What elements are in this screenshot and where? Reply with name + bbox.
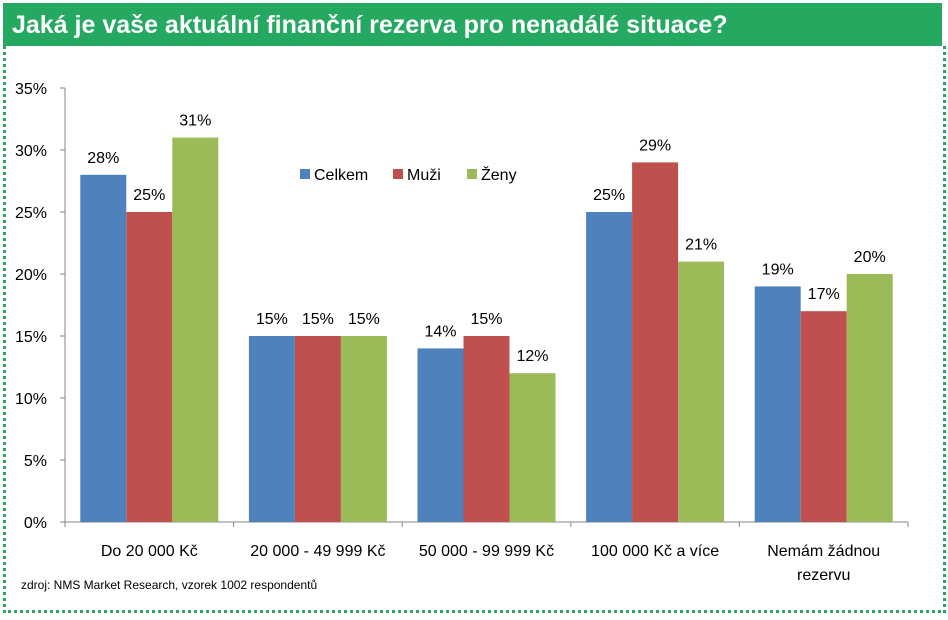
y-tick-label: 0% [24, 515, 47, 532]
data-label: 29% [639, 137, 671, 154]
category-label: Do 20 000 Kč [101, 543, 198, 560]
data-label: 31% [179, 113, 211, 130]
legend-label: Ženy [481, 165, 517, 184]
bar-muži [294, 336, 341, 522]
bar-muži [800, 311, 847, 522]
data-label: 15% [302, 311, 334, 328]
legend-label: Celkem [314, 167, 368, 184]
bar-ženy [172, 137, 219, 522]
data-label: 15% [256, 311, 288, 328]
bar-celkem [586, 212, 633, 522]
y-tick-label: 25% [15, 205, 47, 222]
y-tick-label: 35% [15, 81, 47, 98]
category-label: 100 000 Kč a více [591, 543, 719, 560]
y-tick-label: 20% [15, 267, 47, 284]
data-label: 15% [348, 311, 380, 328]
chart-frame [3, 46, 946, 613]
data-label: 25% [133, 187, 165, 204]
data-label: 28% [87, 150, 119, 167]
bar-ženy [678, 261, 725, 522]
y-tick-label: 5% [24, 453, 47, 470]
bar-celkem [417, 348, 464, 522]
bar-celkem [754, 286, 801, 522]
data-label: 12% [516, 348, 548, 365]
bar-ženy [846, 274, 893, 522]
bar-ženy [340, 336, 387, 522]
data-label: 20% [854, 249, 886, 266]
legend-label: Muži [407, 167, 441, 184]
legend-swatch [393, 169, 403, 179]
bar-muži [632, 162, 679, 522]
data-label: 19% [762, 261, 794, 278]
data-label: 14% [424, 323, 456, 340]
data-label: 17% [808, 286, 840, 303]
bar-celkem [80, 174, 127, 523]
legend-swatch [300, 169, 310, 179]
bar-ženy [509, 373, 556, 522]
category-label: 50 000 - 99 999 Kč [419, 543, 554, 560]
data-label: 21% [685, 237, 717, 254]
y-tick-label: 30% [15, 143, 47, 160]
page-title: Jaká je vaše aktuální finanční rezerva p… [12, 11, 728, 39]
y-tick-label: 10% [15, 391, 47, 408]
category-label: 20 000 - 49 999 Kč [250, 543, 385, 560]
data-label: 15% [470, 311, 502, 328]
bar-muži [463, 336, 510, 522]
legend-swatch [467, 169, 477, 179]
category-label: rezervu [797, 567, 850, 584]
y-tick-label: 15% [15, 329, 47, 346]
bar-celkem [248, 336, 295, 522]
category-label: Nemám žádnou [767, 543, 880, 560]
header-bar: Jaká je vaše aktuální finanční rezerva p… [3, 3, 942, 46]
bar-muži [126, 212, 173, 522]
source-note: zdroj: NMS Market Research, vzorek 1002 … [21, 578, 318, 592]
data-label: 25% [593, 187, 625, 204]
